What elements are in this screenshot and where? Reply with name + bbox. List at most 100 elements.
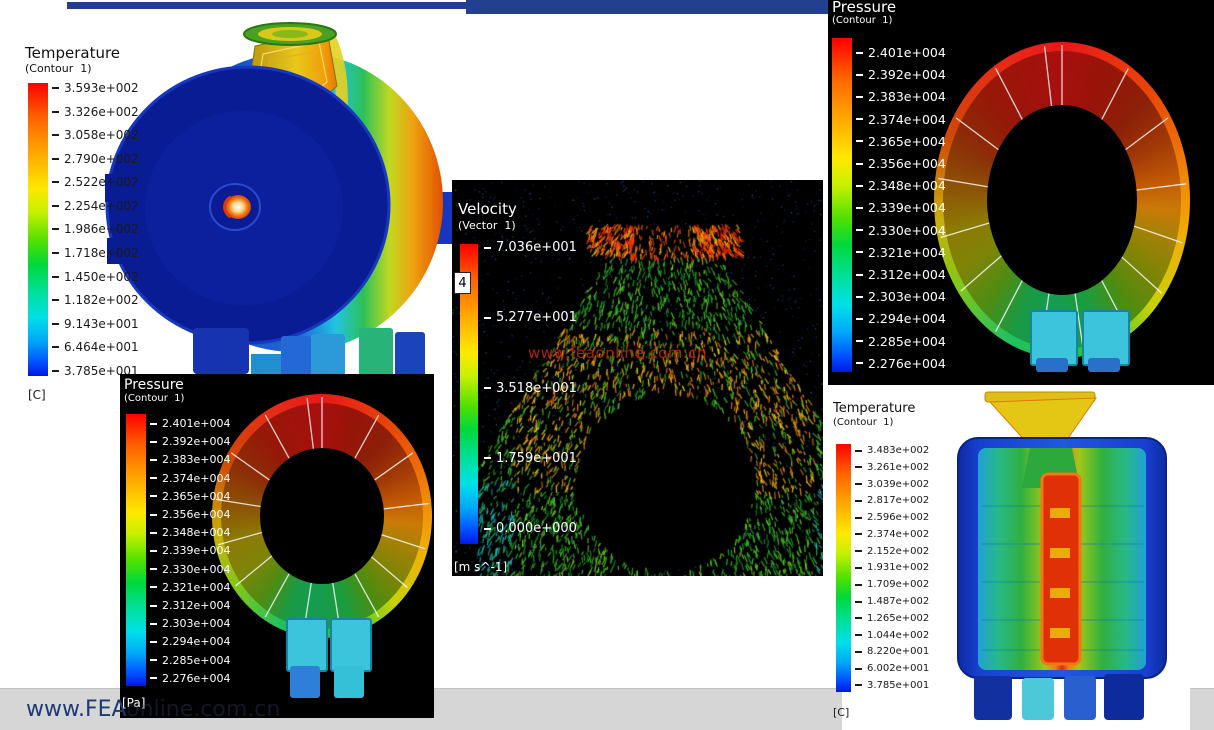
legend-ticks: 3.483e+002 3.261e+002 3.039e+002 2.817e+002… bbox=[855, 445, 929, 691]
cooler-duct-stub bbox=[1036, 358, 1068, 372]
legend-value: 2.790e+002 bbox=[52, 152, 139, 166]
panel-subtitle: (Contour 1) bbox=[124, 393, 185, 404]
legend-value: 2.401e+004 bbox=[856, 45, 946, 60]
legend-value: 1.182e+002 bbox=[52, 293, 139, 307]
legend-value: 3.261e+002 bbox=[855, 462, 929, 473]
legend-value: 6.002e+001 bbox=[855, 663, 929, 674]
pressure-ring bbox=[212, 394, 432, 638]
legend-value: 2.303e+004 bbox=[856, 289, 946, 304]
legend-value: 9.143e+001 bbox=[52, 317, 139, 331]
legend-value: 2.383e+004 bbox=[150, 453, 230, 466]
legend-value: 2.401e+004 bbox=[150, 417, 230, 430]
legend-value: 2.285e+004 bbox=[150, 654, 230, 667]
legend-value: 1.044e+002 bbox=[855, 630, 929, 641]
panel-title: Velocity bbox=[458, 200, 517, 218]
panel-subtitle: (Contour 1) bbox=[25, 62, 92, 75]
legend-value: 2.330e+004 bbox=[856, 223, 946, 238]
legend-ticks: 2.401e+004 2.392e+004 2.383e+004 2.374e+004… bbox=[856, 45, 946, 371]
panel-title: Temperature bbox=[25, 44, 121, 62]
legend-value: 2.285e+004 bbox=[856, 334, 946, 349]
legend-value: 2.374e+002 bbox=[855, 529, 929, 540]
colorbar bbox=[126, 414, 146, 686]
legend-value: 2.392e+004 bbox=[150, 435, 230, 448]
unit-label: [m s^-1] bbox=[454, 560, 508, 574]
legend-value: 2.374e+004 bbox=[856, 112, 946, 127]
site-watermark-bold: www.FEA bbox=[26, 697, 127, 722]
legend-value: 5.277e+001 bbox=[484, 310, 577, 325]
legend-value: 2.817e+002 bbox=[855, 495, 929, 506]
legend-value: 1.718e+002 bbox=[52, 246, 139, 260]
legend-value: 3.785e+001 bbox=[855, 680, 929, 691]
cooler-duct bbox=[1030, 310, 1078, 366]
panel-title: Pressure bbox=[124, 377, 184, 393]
colorbar bbox=[832, 38, 852, 372]
panel-temperature-bottom-right: Temperature (Contour 1) 3.483e+002 3.261e… bbox=[824, 385, 1214, 730]
legend-value: 0.000e+000 bbox=[484, 521, 577, 536]
legend-value: 8.220e+001 bbox=[855, 646, 929, 657]
legend-value: 2.365e+004 bbox=[856, 134, 946, 149]
legend-value: 2.321e+004 bbox=[150, 581, 230, 594]
legend-value: 1.986e+002 bbox=[52, 222, 139, 236]
legend-value: 3.058e+002 bbox=[52, 128, 139, 142]
legend-value: 2.321e+004 bbox=[856, 245, 946, 260]
legend-value: 2.152e+002 bbox=[855, 546, 929, 557]
ring-segment-lines bbox=[215, 397, 429, 634]
legend-value: 2.383e+004 bbox=[856, 89, 946, 104]
legend-value: 6.464e+001 bbox=[52, 340, 139, 354]
machine-cutaway-model bbox=[957, 391, 1167, 720]
legend-value: 2.276e+004 bbox=[150, 672, 230, 685]
top-bar-thin bbox=[67, 2, 466, 9]
colorbar bbox=[28, 83, 48, 376]
legend-value: 2.374e+004 bbox=[150, 472, 230, 485]
legend-value: 2.596e+002 bbox=[855, 512, 929, 523]
panel-title: Pressure bbox=[832, 0, 897, 16]
legend-value: 2.356e+004 bbox=[856, 156, 946, 171]
legend-value: 2.254e+002 bbox=[52, 199, 139, 213]
legend-value: 2.294e+004 bbox=[856, 311, 946, 326]
unit-label: [C] bbox=[833, 706, 850, 719]
legend-value: 2.312e+004 bbox=[150, 599, 230, 612]
panel-subtitle: (Vector 1) bbox=[458, 219, 516, 232]
legend-value: 2.348e+004 bbox=[150, 526, 230, 539]
probe-value-tag: 4 bbox=[454, 272, 471, 294]
cooler-duct bbox=[286, 618, 328, 672]
legend-value: 2.339e+004 bbox=[150, 544, 230, 557]
unit-label: [Pa] bbox=[122, 696, 146, 710]
legend-value: 2.348e+004 bbox=[856, 178, 946, 193]
panel-velocity: www.feaonline.com.cn Velocity (Vector 1)… bbox=[452, 180, 823, 576]
top-bar-thick bbox=[466, 0, 828, 14]
unit-label: [C] bbox=[28, 388, 46, 402]
pressure-ring bbox=[934, 42, 1190, 358]
colorbar bbox=[460, 244, 478, 544]
legend-ticks: 7.036e+001 5.277e+001 3.518e+001 1.759e+001… bbox=[484, 240, 577, 536]
legend-value: 3.483e+002 bbox=[855, 445, 929, 456]
legend-value: 2.356e+004 bbox=[150, 508, 230, 521]
legend-value: 1.709e+002 bbox=[855, 579, 929, 590]
site-watermark: www.FEAonline.com.cn bbox=[26, 697, 280, 722]
cooler-duct-stub bbox=[1088, 358, 1120, 372]
legend-value: 2.392e+004 bbox=[856, 67, 946, 82]
legend-value: 2.294e+004 bbox=[150, 635, 230, 648]
cooler-duct bbox=[330, 618, 372, 672]
legend-value: 1.487e+002 bbox=[855, 596, 929, 607]
cooler-duct-stub bbox=[290, 666, 320, 698]
legend-value: 7.036e+001 bbox=[484, 240, 577, 255]
legend-value: 2.339e+004 bbox=[856, 200, 946, 215]
velocity-vector-field bbox=[452, 180, 823, 576]
legend-value: 2.522e+002 bbox=[52, 175, 139, 189]
legend-value: 1.265e+002 bbox=[855, 613, 929, 624]
legend-value: 3.518e+001 bbox=[484, 381, 577, 396]
legend-value: 3.039e+002 bbox=[855, 479, 929, 490]
machine-3d-model bbox=[105, 22, 455, 378]
legend-value: 3.593e+002 bbox=[52, 81, 139, 95]
panel-subtitle: (Contour 1) bbox=[832, 15, 893, 26]
panel-title: Temperature bbox=[833, 401, 916, 416]
legend-value: 3.326e+002 bbox=[52, 105, 139, 119]
cooler-duct-stub bbox=[334, 666, 364, 698]
ring-hole bbox=[987, 105, 1137, 295]
legend-value: 2.365e+004 bbox=[150, 490, 230, 503]
ring-segment-lines bbox=[938, 45, 1187, 353]
legend-value: 2.312e+004 bbox=[856, 267, 946, 282]
legend-ticks: 2.401e+004 2.392e+004 2.383e+004 2.374e+004… bbox=[150, 417, 230, 685]
